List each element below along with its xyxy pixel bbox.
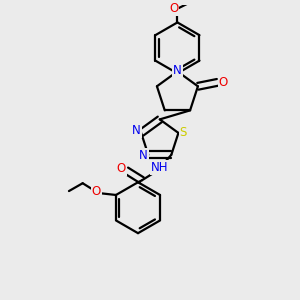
Text: O: O: [169, 2, 178, 15]
Text: S: S: [180, 126, 187, 140]
Text: N: N: [139, 149, 148, 162]
Text: O: O: [219, 76, 228, 89]
Text: N: N: [132, 124, 141, 137]
Text: O: O: [92, 184, 101, 198]
Text: NH: NH: [151, 161, 168, 174]
Text: O: O: [117, 162, 126, 175]
Text: N: N: [173, 64, 182, 77]
